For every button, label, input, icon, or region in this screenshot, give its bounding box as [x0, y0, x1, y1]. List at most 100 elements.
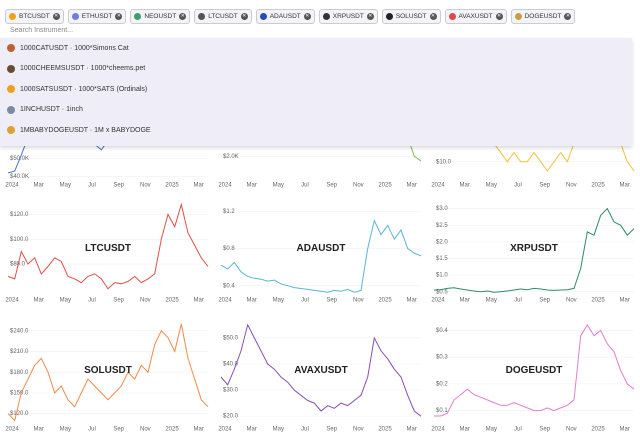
- chip[interactable]: BTCUSDT ✕: [5, 9, 64, 24]
- chip[interactable]: SOLUSDT ✕: [381, 9, 441, 24]
- x-tick-label: 2025: [378, 298, 392, 304]
- chip-icon: [514, 13, 522, 20]
- chip[interactable]: ADAUSDT ✕: [255, 9, 315, 24]
- y-tick-label: $240.0: [10, 328, 29, 334]
- x-tick-label: Mar: [33, 298, 43, 304]
- y-tick-label: $180.0: [10, 370, 29, 376]
- y-tick-label: $1.2: [223, 209, 235, 215]
- dropdown: 1000CATUSDT · 1000*Simons Cat 1000CHEEMSU…: [0, 38, 632, 146]
- x-tick-label: Nov: [140, 298, 151, 304]
- y-tick-label: $50.0: [223, 335, 239, 341]
- x-tick-label: 2024: [218, 183, 232, 189]
- chip-remove[interactable]: ✕: [179, 13, 187, 20]
- x-tick-label: 2025: [378, 427, 392, 433]
- x-tick-label: 2025: [591, 298, 605, 304]
- chip-remove[interactable]: ✕: [564, 13, 572, 20]
- x-tick-label: Mar: [619, 427, 629, 433]
- chip-remove[interactable]: ✕: [366, 13, 374, 20]
- x-tick-label: Sep: [113, 427, 124, 433]
- dropdown-option[interactable]: 1INCHUSDT · 1inch: [0, 100, 632, 121]
- y-tick-label: $150.0: [10, 391, 29, 397]
- y-tick-label: $3.0: [436, 206, 448, 212]
- dropdown-option[interactable]: 1000CHEEMSUSDT · 1000*cheems.pet: [0, 59, 632, 80]
- y-tick-label: $0.5: [436, 289, 448, 295]
- x-tick-label: Jul: [514, 427, 522, 433]
- x-tick-label: Sep: [326, 183, 337, 189]
- top-bar: BTCUSDT ✕ ETHUSDT ✕ NEOUSDT ✕ LTCUSDT ✕ ADAUSDT ✕…: [0, 0, 632, 40]
- dropdown-option[interactable]: 1000SATSUSDT · 1000*SATS (Ordinals): [0, 79, 632, 100]
- x-tick-label: Nov: [566, 427, 577, 433]
- y-tick-label: $0.4: [436, 328, 448, 334]
- option-label: 1MBABYDOGEUSDT · 1M x BABYDOGE: [20, 126, 151, 134]
- chip-remove[interactable]: ✕: [495, 13, 503, 20]
- x-tick-label: Nov: [353, 298, 364, 304]
- x-tick-label: 2024: [431, 427, 445, 433]
- search-input[interactable]: Search Instrument...: [10, 27, 74, 34]
- y-tick-label: $40.0K: [10, 174, 29, 180]
- chip[interactable]: LTCUSDT ✕: [194, 9, 252, 24]
- x-tick-label: 2024: [431, 183, 445, 189]
- x-tick-label: May: [60, 183, 71, 189]
- x-tick-label: Mar: [619, 183, 629, 189]
- chip[interactable]: NEOUSDT ✕: [130, 9, 191, 24]
- x-tick-label: Nov: [566, 183, 577, 189]
- price-line: [433, 207, 635, 293]
- chip-remove[interactable]: ✕: [303, 13, 311, 20]
- chip-icon: [9, 13, 16, 20]
- price-line: [220, 219, 422, 293]
- chip-remove[interactable]: ✕: [240, 13, 248, 20]
- x-tick-label: Jul: [301, 298, 309, 304]
- chip-icon: [385, 13, 393, 20]
- chip-label: SOLUSDT: [395, 13, 427, 20]
- x-tick-label: Nov: [140, 183, 151, 189]
- y-tick-label: $210.0: [10, 349, 29, 355]
- y-tick-label: $40.0: [223, 362, 239, 368]
- option-icon: [7, 105, 15, 114]
- x-tick-label: Mar: [246, 427, 256, 433]
- x-tick-label: Mar: [459, 427, 469, 433]
- x-tick-label: Mar: [193, 183, 203, 189]
- x-tick-label: Sep: [113, 183, 124, 189]
- x-tick-label: Jul: [301, 183, 309, 189]
- chip-remove[interactable]: ✕: [115, 13, 123, 20]
- price-line: [220, 323, 422, 417]
- y-tick-label: $0.1: [436, 408, 448, 414]
- chip-label: NEOUSDT: [144, 13, 177, 20]
- dropdown-option[interactable]: 1000CATUSDT · 1000*Simons Cat: [0, 38, 632, 59]
- price-line: [7, 202, 209, 290]
- y-tick-label: $1.0: [436, 273, 448, 279]
- x-tick-label: 2025: [165, 298, 179, 304]
- chip-remove[interactable]: ✕: [429, 13, 437, 20]
- x-tick-label: Mar: [33, 183, 43, 189]
- chip-icon: [198, 13, 206, 20]
- x-tick-label: May: [486, 183, 497, 189]
- chip-label: ETHUSDT: [81, 13, 113, 20]
- chip-remove[interactable]: ✕: [52, 13, 60, 20]
- option-icon: [7, 85, 15, 94]
- price-line: [434, 324, 635, 417]
- y-tick-label: $0.8: [223, 246, 235, 252]
- x-tick-label: Nov: [566, 298, 577, 304]
- chip[interactable]: DOGEUSDT ✕: [510, 9, 576, 24]
- x-tick-label: 2024: [218, 427, 232, 433]
- x-tick-label: Mar: [33, 427, 43, 433]
- chip[interactable]: AVAXUSDT ✕: [444, 9, 507, 24]
- y-tick-label: $0.2: [436, 381, 448, 387]
- y-tick-label: $100.0: [10, 237, 29, 243]
- y-tick-label: $2.0K: [223, 154, 239, 160]
- chip-label: LTCUSDT: [208, 13, 238, 20]
- x-tick-label: 2024: [5, 427, 19, 433]
- y-tick-label: $0.3: [436, 355, 448, 361]
- chart-title: XRPUSDT: [510, 243, 558, 254]
- y-tick-label: $20.0: [223, 414, 239, 420]
- chip[interactable]: ETHUSDT ✕: [67, 9, 127, 24]
- option-label: 1000CATUSDT · 1000*Simons Cat: [20, 44, 129, 52]
- chip-row: BTCUSDT ✕ ETHUSDT ✕ NEOUSDT ✕ LTCUSDT ✕ ADAUSDT ✕…: [0, 0, 632, 24]
- option-label: 1000CHEEMSUSDT · 1000*cheems.pet: [20, 65, 146, 73]
- x-tick-label: 2024: [431, 298, 445, 304]
- x-tick-label: 2025: [591, 427, 605, 433]
- x-tick-label: May: [486, 298, 497, 304]
- chip[interactable]: XRPUSDT ✕: [318, 9, 378, 24]
- dropdown-option[interactable]: 1MBABYDOGEUSDT · 1M x BABYDOGE: [0, 120, 632, 141]
- y-tick-label: $2.5: [436, 223, 448, 229]
